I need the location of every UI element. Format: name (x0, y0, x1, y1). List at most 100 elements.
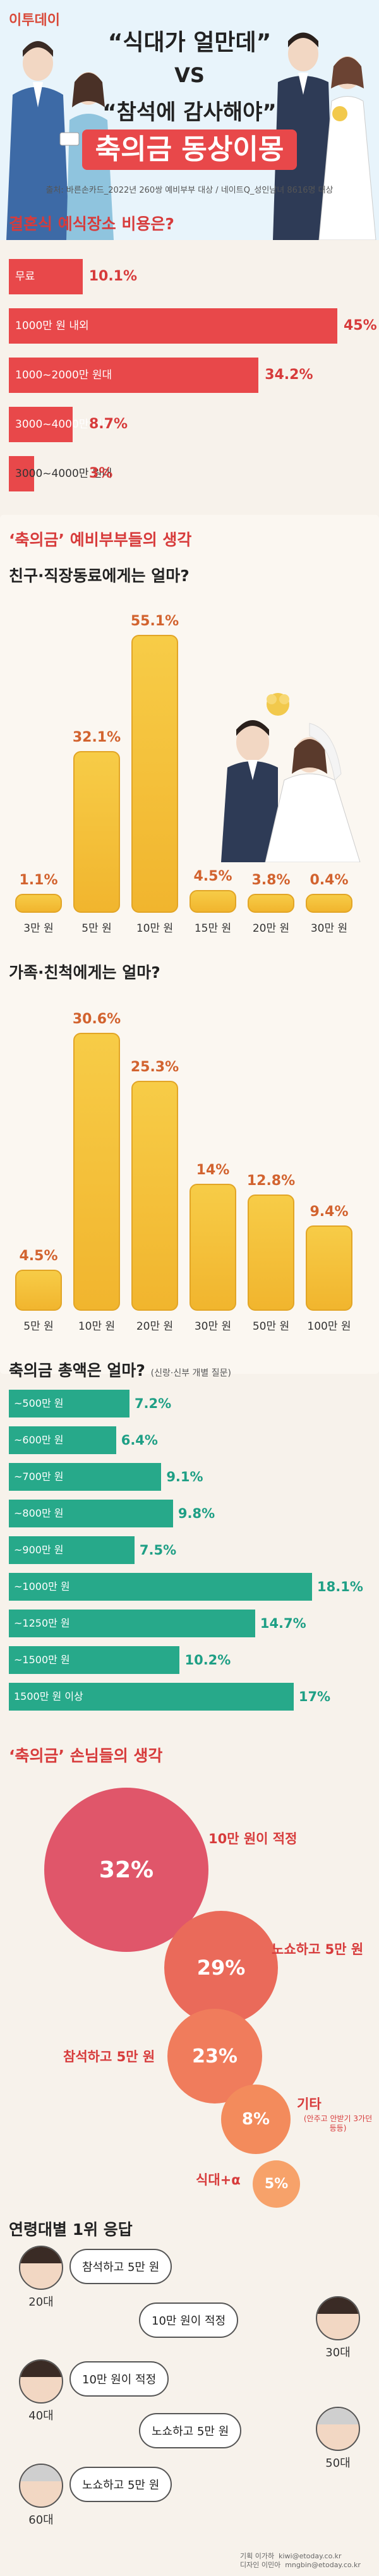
total-bar-value: 9.8% (177, 1506, 215, 1521)
total-bar-label: ~1000만 원 (14, 1580, 70, 1592)
age-section-title: 연령대별 1위 응답 (9, 2220, 133, 2239)
total-bar-value: 7.5% (139, 1543, 177, 1558)
age-answer-bubble: 10만 원이 적정 (139, 2302, 239, 2338)
venue-bar (9, 407, 73, 442)
total-bar-value: 6.4% (121, 1433, 158, 1448)
family-category: 5만 원 (23, 1320, 54, 1333)
family-value: 9.4% (310, 1203, 349, 1220)
family-value: 25.3% (130, 1059, 179, 1076)
credit-designer: 디자인 이민아 (240, 2561, 281, 2569)
family-bar (131, 1081, 178, 1311)
total-bar-label: 1500만 원 이상 (14, 1690, 83, 1702)
venue-bar-label: 3000~4000만 원대 (15, 418, 112, 431)
total-bar-label: ~900만 원 (14, 1544, 64, 1556)
friends-category: 15만 원 (194, 922, 232, 935)
venue-cost-title: 결혼식 예식장소 비용은? (9, 215, 174, 233)
total-bar: ~1500만 원 (9, 1646, 180, 1674)
family-category: 50만 원 (252, 1320, 290, 1333)
friends-category: 3만 원 (23, 922, 54, 935)
total-bar-label: ~1250만 원 (14, 1617, 70, 1629)
friends-bar (131, 635, 178, 913)
bride-groom-illustration (221, 693, 361, 862)
age-label: 50대 (325, 2457, 351, 2470)
guest-bubble-label: 식대+α (196, 2172, 241, 2188)
couples-section-tag: ‘축의금’ 예비부부들의 생각 (9, 531, 192, 549)
total-bar-value: 17% (298, 1689, 331, 1704)
friends-category: 10만 원 (136, 922, 174, 935)
venue-bar-label: 1000만 원 내외 (15, 320, 89, 332)
family-bar (190, 1183, 236, 1311)
venue-bar (9, 259, 83, 294)
headline-vs: VS (174, 63, 205, 87)
friends-bar (73, 750, 120, 913)
venue-bar-label: 무료 (15, 270, 35, 283)
friends-bar (306, 894, 352, 913)
friends-value: 3.8% (251, 872, 291, 888)
header-banner: 이투데이 “식대가 얼만데” VS “참석에 감사해야” 축의금 동상이몽 출처… (0, 0, 379, 240)
friends-bar (248, 893, 294, 913)
family-chart-title: 가족·친척에게는 얼마? (9, 963, 160, 982)
family-category: 100만 원 (307, 1320, 351, 1333)
friends-category: 5만 원 (81, 922, 112, 935)
family-value: 4.5% (19, 1248, 58, 1265)
guest-bubble-label: 참석하고 5만 원 (63, 2049, 155, 2064)
total-chart-title: 축의금 총액은 얼마? (신랑·신부 개별 질문) (9, 1358, 231, 1381)
family-category: 10만 원 (78, 1320, 116, 1333)
friends-category: 30만 원 (310, 922, 348, 935)
guests-section-tag: ‘축의금’ 손님들의 생각 (9, 1747, 163, 1765)
friends-value: 32.1% (72, 729, 121, 745)
guest-bubble: 5% (253, 2160, 300, 2208)
friends-chart-title: 친구·직장동료에게는 얼마? (9, 567, 190, 585)
total-bar-value: 14.7% (260, 1616, 306, 1631)
family-bar (248, 1194, 294, 1311)
credit-designer-email: mngbin@etoday.co.kr (285, 2561, 361, 2569)
venue-bar-value: 3% (89, 466, 113, 481)
guest-bubble-label: 노쇼하고 5만 원 (272, 1942, 364, 1957)
venue-bar-row: 1000만 원 내외 45% (9, 308, 377, 344)
total-bar-label: ~600만 원 (14, 1434, 64, 1446)
total-bar-label: ~800만 원 (14, 1507, 64, 1519)
total-bar: ~1250만 원 (9, 1610, 255, 1637)
avatar (19, 2359, 63, 2404)
etoday-logo: 이투데이 (9, 13, 60, 28)
credits: 기획 이가하 kiwi@etoday.co.kr 디자인 이민아 mngbin@… (240, 2552, 361, 2570)
venue-bar-row: 3000~4000만 원대 8.7% (9, 407, 375, 442)
guest-bubble: 29% (164, 1911, 278, 2025)
family-bar (73, 1033, 120, 1311)
venue-bar-value: 10.1% (88, 268, 138, 284)
venue-bar-row: 1000~2000만 원대 34.2% (9, 358, 375, 393)
total-bar: ~800만 원 (9, 1500, 173, 1527)
family-value: 30.6% (72, 1011, 121, 1027)
total-bar-label: ~700만 원 (14, 1471, 64, 1483)
guest-bubble: 8% (221, 2085, 291, 2154)
total-bar: ~500만 원 (9, 1390, 129, 1417)
source-note: 출처: 바른손카드_2022년 260쌍 예비부부 대상 / 네이트Q_성인남녀… (45, 186, 334, 195)
total-bar-label: ~500만 원 (14, 1397, 64, 1409)
family-category: 20만 원 (136, 1320, 174, 1333)
total-bar-value: 10.2% (184, 1652, 231, 1668)
friends-value: 4.5% (193, 869, 232, 885)
venue-bar (9, 308, 337, 344)
total-bar-label: ~1500만 원 (14, 1654, 70, 1666)
total-bar-value: 9.1% (166, 1469, 203, 1484)
age-label: 40대 (28, 2409, 54, 2423)
total-chart-note: (신랑·신부 개별 질문) (150, 1368, 231, 1378)
total-bar-value: 7.2% (134, 1396, 172, 1411)
family-bar (306, 1225, 352, 1311)
total-bar-value: 18.1% (317, 1579, 363, 1594)
total-bar: ~900만 원 (9, 1536, 135, 1564)
age-label: 20대 (28, 2296, 54, 2309)
total-chart-title-text: 축의금 총액은 얼마? (9, 1361, 145, 1380)
family-category: 30만 원 (194, 1320, 232, 1333)
venue-bar-value: 34.2% (265, 367, 313, 383)
family-value: 12.8% (246, 1172, 296, 1189)
total-bar: 1500만 원 이상 (9, 1683, 294, 1711)
venue-bar-row: 3000~4000만 원대 3% (9, 456, 375, 491)
friends-value: 0.4% (310, 872, 349, 888)
family-bar (15, 1270, 62, 1311)
guest-bubble: 32% (44, 1788, 208, 1952)
avatar (316, 2296, 360, 2340)
friends-bar (190, 890, 236, 913)
venue-bar-value: 8.7% (89, 416, 128, 432)
total-bar: ~1000만 원 (9, 1573, 312, 1601)
